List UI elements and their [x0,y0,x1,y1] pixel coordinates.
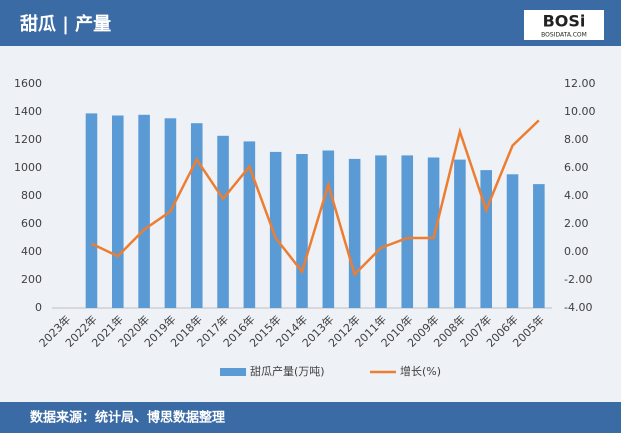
bar [375,155,387,308]
bar [138,114,150,308]
source: 数据来源：统计局、博思数据整理 [30,410,225,426]
bar [164,118,177,308]
footer-bar [0,402,621,433]
y2-tick-label: 2.00 [564,217,589,230]
y2-tick-label: -2.00 [564,273,592,286]
line [90,119,540,277]
y-tick-label: 0 [35,301,42,314]
y-tick-label: 1200 [14,133,42,146]
y2-tick-label: 6.00 [564,161,589,174]
y-tick-label: 1600 [14,77,42,90]
bar [454,159,466,308]
logo: BOSi [543,12,586,31]
bar [296,154,308,308]
y-tick-label: 1400 [14,105,42,118]
header-bar [0,0,621,46]
y2-tick-label: 0.00 [564,245,589,258]
y2-tick-label: 4.00 [564,189,589,202]
bar [85,113,98,309]
y-tick-label: 600 [21,217,42,230]
bar [112,115,124,308]
bar [269,151,282,308]
legend-swatch [220,368,246,376]
bar [190,123,203,308]
bar [348,158,361,308]
bar [427,157,440,308]
title: 甜瓜 | 产量 [20,13,111,35]
y2-tick-label: 10.00 [564,105,596,118]
y2-tick-label: -4.00 [564,301,592,314]
bar [533,184,545,308]
y-tick-label: 1000 [14,161,42,174]
legend-label: 甜瓜产量(万吨) [250,364,325,378]
bar [243,141,256,308]
y2-tick-label: 12.00 [564,77,596,90]
legend-label: 增长(%) [400,364,441,378]
bar [217,135,229,308]
bar [506,174,519,308]
y-tick-label: 200 [21,273,42,286]
logo-sub: BOSIDATA.COM [541,32,587,39]
logo-box [524,10,604,40]
bar [322,150,335,308]
y-tick-label: 400 [21,245,42,258]
y2-tick-label: 8.00 [564,133,589,146]
bar [401,155,414,308]
y-tick-label: 800 [21,189,42,202]
bar [480,170,492,308]
